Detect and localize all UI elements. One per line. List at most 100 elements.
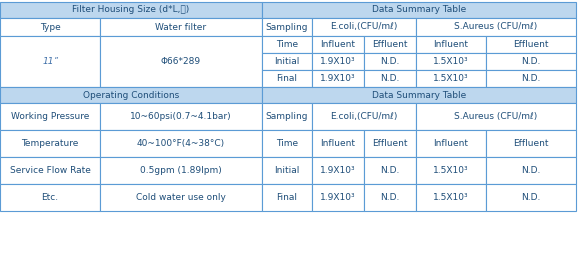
Bar [416, 184, 486, 211]
Bar [486, 130, 576, 157]
Bar [312, 70, 364, 87]
Bar [0, 157, 100, 184]
Bar [312, 53, 364, 70]
Text: Operating Conditions: Operating Conditions [83, 91, 179, 100]
Bar [0, 36, 100, 87]
Text: N.D.: N.D. [380, 166, 400, 175]
Bar [100, 18, 262, 36]
Bar [364, 70, 416, 87]
Text: 1.9X10³: 1.9X10³ [320, 193, 356, 202]
Bar [416, 18, 576, 36]
Bar [262, 130, 312, 157]
Bar [0, 103, 100, 130]
Bar [486, 36, 576, 53]
Text: 1.5X10³: 1.5X10³ [433, 166, 469, 175]
Bar [0, 184, 100, 211]
Bar [0, 2, 262, 18]
Bar [364, 184, 416, 211]
Bar [416, 157, 486, 184]
Text: Cold water use only: Cold water use only [136, 193, 226, 202]
Text: 1.5X10³: 1.5X10³ [433, 57, 469, 66]
Text: Final: Final [276, 193, 298, 202]
Bar [364, 157, 416, 184]
Bar [100, 184, 262, 211]
Text: Effluent: Effluent [513, 139, 549, 148]
Bar [100, 103, 262, 130]
Bar [262, 103, 312, 130]
Text: 1.9X10³: 1.9X10³ [320, 74, 356, 83]
Text: 1.5X10³: 1.5X10³ [433, 74, 469, 83]
Bar [416, 70, 486, 87]
Bar [312, 157, 364, 184]
Text: Sampling: Sampling [266, 112, 308, 121]
Text: N.D.: N.D. [380, 57, 400, 66]
Text: 1.5X10³: 1.5X10³ [433, 193, 469, 202]
Text: Initial: Initial [275, 57, 299, 66]
Bar [100, 157, 262, 184]
Text: Temperature: Temperature [21, 139, 79, 148]
Text: 1.9X10³: 1.9X10³ [320, 57, 356, 66]
Bar [364, 130, 416, 157]
Text: Etc.: Etc. [42, 193, 58, 202]
Text: 0.5gpm (1.89lpm): 0.5gpm (1.89lpm) [140, 166, 222, 175]
Bar [0, 18, 100, 36]
Text: N.D.: N.D. [521, 166, 540, 175]
Bar [262, 36, 312, 53]
Text: 1.9X10³: 1.9X10³ [320, 166, 356, 175]
Text: Data Summary Table: Data Summary Table [372, 91, 466, 100]
Text: Service Flow Rate: Service Flow Rate [10, 166, 90, 175]
Bar [486, 184, 576, 211]
Bar [262, 53, 312, 70]
Bar [262, 87, 576, 103]
Bar [312, 130, 364, 157]
Bar [364, 53, 416, 70]
Text: Effluent: Effluent [372, 139, 407, 148]
Text: 10~60psi(0.7~4.1bar): 10~60psi(0.7~4.1bar) [130, 112, 232, 121]
Text: Influent: Influent [320, 40, 355, 49]
Text: 11ʺ: 11ʺ [42, 57, 58, 66]
Text: E.coli,(CFU/mℓ): E.coli,(CFU/mℓ) [330, 22, 398, 31]
Text: Type: Type [40, 22, 60, 31]
Text: Time: Time [276, 139, 298, 148]
Bar [262, 184, 312, 211]
Bar [416, 53, 486, 70]
Text: Sampling: Sampling [266, 22, 308, 31]
Bar [0, 130, 100, 157]
Text: N.D.: N.D. [521, 193, 540, 202]
Text: Influent: Influent [320, 139, 355, 148]
Text: E.coli,(CFU/mℓ): E.coli,(CFU/mℓ) [330, 112, 398, 121]
Bar [312, 18, 416, 36]
Bar [0, 87, 262, 103]
Bar [486, 53, 576, 70]
Bar [416, 130, 486, 157]
Text: Filter Housing Size (d*L,㎜): Filter Housing Size (d*L,㎜) [72, 6, 190, 15]
Bar [100, 130, 262, 157]
Text: Water filter: Water filter [155, 22, 206, 31]
Text: S.Aureus (CFU/mℓ): S.Aureus (CFU/mℓ) [454, 112, 538, 121]
Text: 40~100°F(4~38°C): 40~100°F(4~38°C) [137, 139, 225, 148]
Text: Data Summary Table: Data Summary Table [372, 6, 466, 15]
Bar [312, 36, 364, 53]
Bar [486, 70, 576, 87]
Text: Effluent: Effluent [513, 40, 549, 49]
Text: N.D.: N.D. [521, 57, 540, 66]
Text: N.D.: N.D. [380, 193, 400, 202]
Text: Final: Final [276, 74, 298, 83]
Bar [312, 103, 416, 130]
Bar [416, 36, 486, 53]
Text: Influent: Influent [434, 139, 469, 148]
Bar [416, 103, 576, 130]
Bar [100, 36, 262, 87]
Bar [312, 184, 364, 211]
Text: Effluent: Effluent [372, 40, 407, 49]
Bar [262, 2, 576, 18]
Bar [364, 36, 416, 53]
Bar [262, 70, 312, 87]
Text: Time: Time [276, 40, 298, 49]
Text: Initial: Initial [275, 166, 299, 175]
Text: N.D.: N.D. [380, 74, 400, 83]
Text: Φ66*289: Φ66*289 [161, 57, 201, 66]
Text: N.D.: N.D. [521, 74, 540, 83]
Text: S.Aureus (CFU/mℓ): S.Aureus (CFU/mℓ) [454, 22, 538, 31]
Text: Working Pressure: Working Pressure [11, 112, 89, 121]
